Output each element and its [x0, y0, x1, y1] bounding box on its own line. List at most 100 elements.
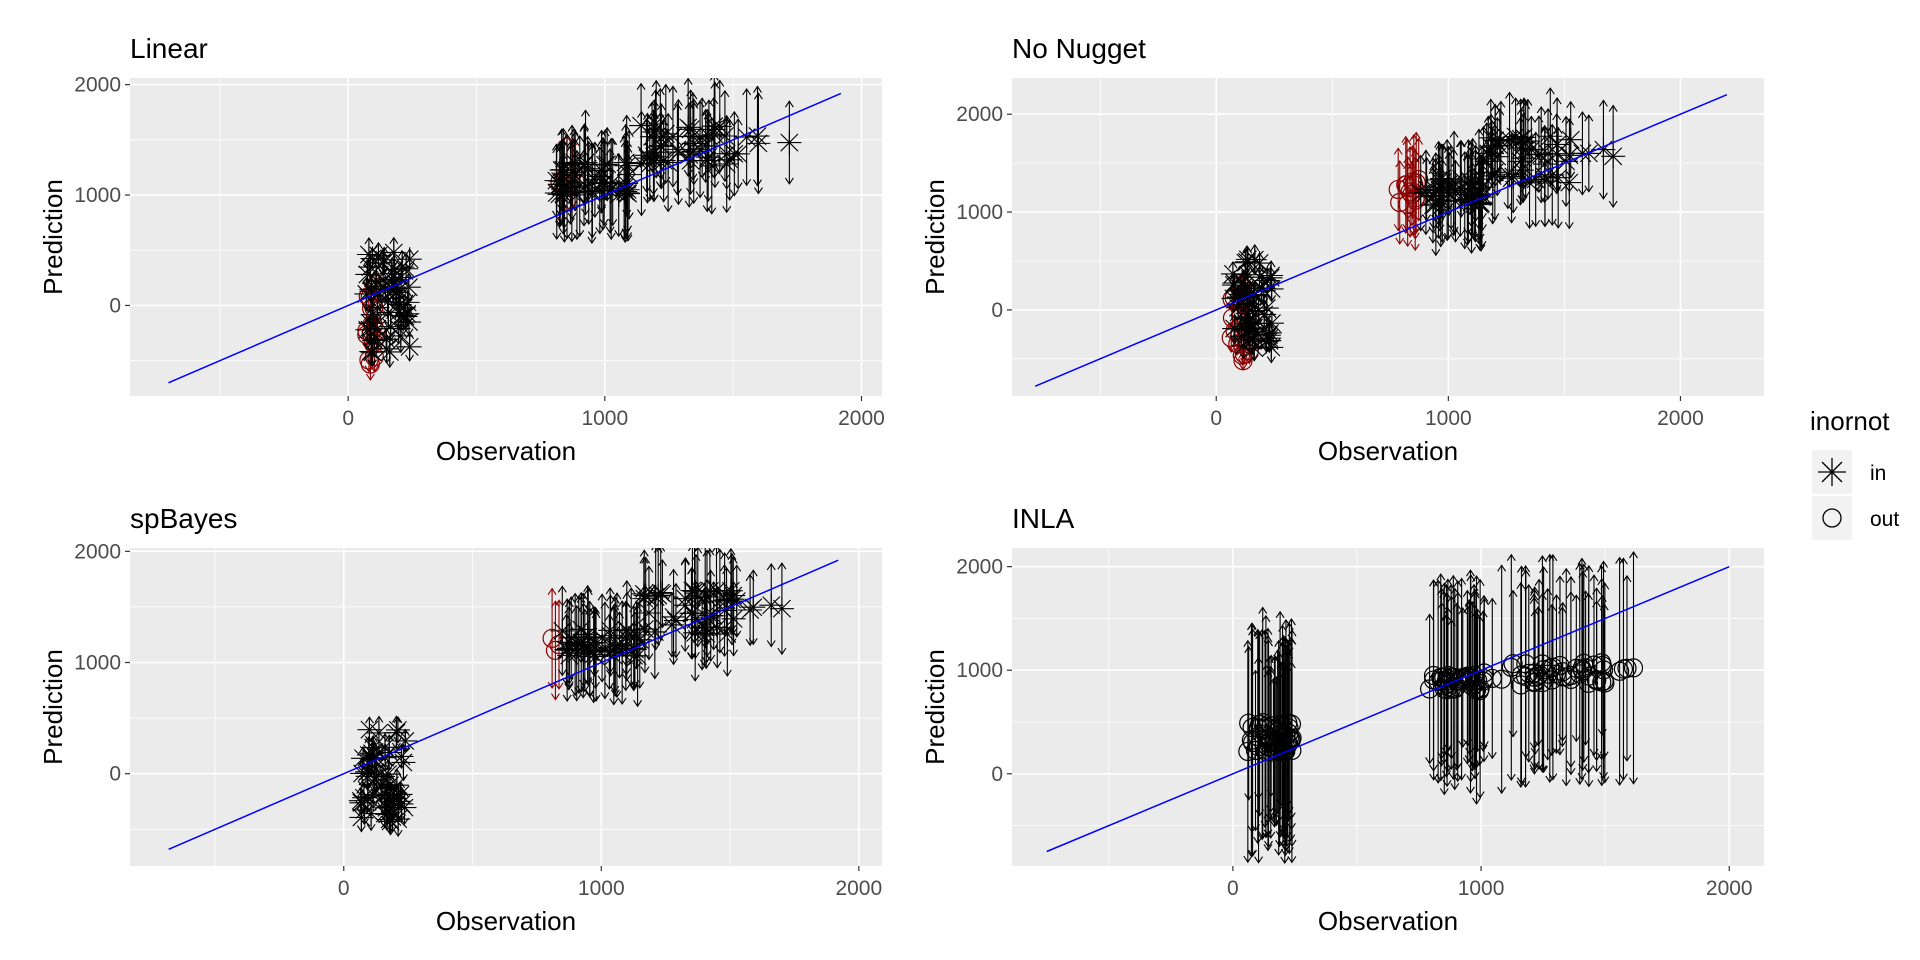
point-in	[559, 625, 584, 650]
upper-arrowhead	[726, 548, 736, 556]
lower-arrowhead	[557, 204, 567, 212]
data-point	[769, 562, 794, 656]
lower-arrowhead	[686, 187, 695, 195]
point-out	[1543, 657, 1563, 677]
point-in	[361, 735, 386, 760]
upper-arrowhead	[1577, 557, 1587, 565]
lower-arrowhead	[356, 807, 366, 815]
lower-arrowhead	[1421, 227, 1431, 236]
upper-arrowhead	[1517, 138, 1527, 146]
lower-arrowhead	[693, 640, 703, 648]
upper-arrowhead	[364, 716, 374, 724]
upper-arrowhead	[1473, 608, 1483, 616]
upper-arrowhead	[1437, 602, 1447, 610]
y-tick-label: 2000	[74, 74, 121, 97]
upper-arrowhead	[1584, 564, 1594, 573]
lower-arrowhead	[1440, 748, 1449, 757]
upper-arrowhead	[1553, 126, 1563, 134]
lower-arrowhead	[405, 354, 415, 362]
data-point	[587, 146, 612, 235]
lower-arrowhead	[690, 674, 700, 682]
lower-arrowhead	[1466, 786, 1475, 794]
data-point	[1525, 586, 1545, 769]
lower-arrowhead	[688, 173, 698, 181]
lower-arrowhead	[1226, 345, 1236, 353]
lower-arrowhead	[1468, 231, 1478, 239]
lower-arrowhead	[647, 164, 657, 173]
upper-arrowhead	[672, 103, 682, 111]
upper-arrowhead	[576, 591, 586, 600]
lower-arrowhead	[1441, 770, 1451, 778]
upper-arrowhead	[1521, 564, 1531, 573]
data-point	[1252, 628, 1272, 841]
data-point	[726, 118, 751, 190]
panel-title: Linear	[130, 33, 208, 64]
upper-arrowhead	[1250, 243, 1260, 252]
lower-arrowhead	[1451, 235, 1460, 243]
upper-arrowhead	[621, 600, 631, 608]
data-point	[379, 257, 404, 290]
lower-arrowhead	[1466, 775, 1476, 783]
upper-arrowhead	[1240, 248, 1250, 256]
upper-arrowhead	[1429, 579, 1438, 587]
upper-arrowhead	[688, 92, 698, 100]
point-in	[1508, 149, 1533, 174]
lower-arrowhead	[729, 649, 739, 657]
lower-arrowhead	[595, 227, 605, 235]
point-in	[1456, 179, 1481, 204]
lower-arrowhead	[1249, 302, 1259, 310]
upper-arrowhead	[547, 587, 557, 595]
lower-arrowhead	[567, 235, 577, 243]
lower-arrowhead	[651, 643, 661, 651]
lower-arrowhead	[777, 647, 787, 656]
point-in	[1532, 152, 1557, 177]
point-in	[636, 600, 661, 625]
identity-line	[1034, 93, 1728, 387]
upper-arrowhead	[1276, 661, 1286, 669]
lower-arrowhead	[622, 209, 632, 217]
lower-arrowhead	[689, 196, 699, 205]
point-in	[746, 131, 771, 156]
point-in	[576, 170, 601, 195]
upper-arrowhead	[701, 597, 711, 606]
upper-arrowhead	[374, 715, 384, 723]
upper-arrowhead	[668, 85, 678, 93]
lower-arrowhead	[1425, 757, 1435, 765]
lower-arrowhead	[1508, 730, 1518, 738]
upper-arrowhead	[1474, 128, 1484, 136]
data-point	[1592, 577, 1612, 787]
lower-arrowhead	[1516, 777, 1526, 785]
lower-arrowhead	[1536, 196, 1546, 204]
upper-arrowhead	[1448, 574, 1458, 582]
lower-arrowhead	[1566, 171, 1576, 179]
upper-arrowhead	[1470, 591, 1480, 599]
point-out	[1524, 672, 1544, 693]
lower-arrowhead	[1403, 212, 1413, 220]
data-point	[575, 135, 600, 202]
point-out	[1448, 671, 1468, 691]
upper-arrowhead	[1487, 597, 1497, 605]
lower-arrowhead	[557, 216, 567, 225]
data-layer	[1046, 551, 1730, 864]
upper-arrowhead	[378, 762, 388, 771]
upper-arrowhead	[1437, 143, 1447, 151]
upper-arrowhead	[597, 593, 607, 601]
lower-arrowhead	[1251, 824, 1260, 832]
lower-arrowhead	[742, 178, 752, 187]
lower-arrowhead	[1229, 335, 1239, 343]
lower-arrowhead	[387, 825, 397, 833]
upper-arrowhead	[622, 114, 632, 122]
upper-arrowhead	[637, 110, 646, 118]
lower-arrowhead	[392, 794, 402, 803]
lower-arrowhead	[640, 666, 650, 674]
data-point	[1246, 318, 1271, 351]
lower-arrowhead	[1492, 189, 1502, 197]
upper-arrowhead	[1462, 589, 1472, 597]
lower-arrowhead	[396, 345, 406, 354]
lower-arrowhead	[554, 682, 564, 690]
upper-arrowhead	[1282, 644, 1292, 652]
legend-label-in: in	[1870, 462, 1886, 485]
point-in	[692, 615, 717, 640]
lower-arrowhead	[1552, 746, 1561, 755]
upper-arrowhead	[1584, 592, 1593, 601]
